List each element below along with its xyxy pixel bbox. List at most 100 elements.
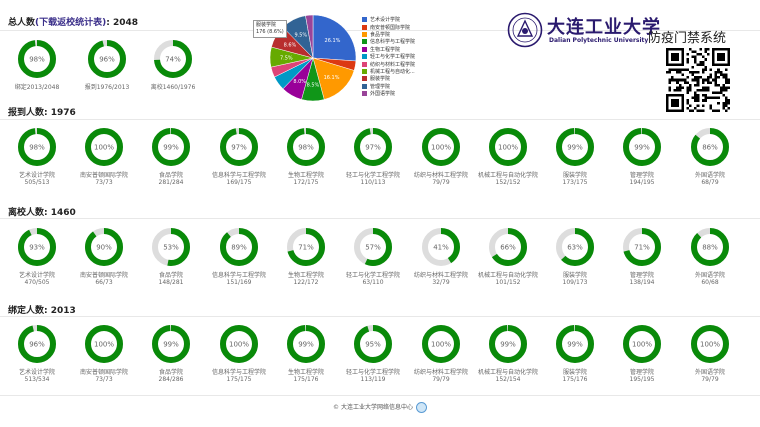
donut-label: 机械工程与自动化学院 bbox=[477, 369, 538, 376]
college-donut-bind: 95% 轻工与化学工程学院 113/119 bbox=[340, 322, 406, 383]
donut-label: 生物工程学院 bbox=[287, 172, 324, 179]
donut-percent: 99% bbox=[163, 144, 179, 152]
donut-arc bbox=[85, 325, 123, 363]
download-return-stats-link[interactable]: (下载返校统计表) bbox=[35, 18, 107, 28]
donut-label: 服装学院 bbox=[562, 369, 587, 376]
college-donut-bind: 100% 纺织与材料工程学院 79/79 bbox=[408, 322, 474, 383]
leave-title: 离校人数: 1460 bbox=[8, 208, 76, 218]
donut-ratio: 194/195 bbox=[629, 179, 655, 186]
donut-label: 信息科学与工程学院 bbox=[211, 272, 266, 279]
donut-label: 机械工程与自动化学院 bbox=[477, 272, 538, 279]
donut-label: 信息科学与工程学院 bbox=[211, 172, 266, 179]
donut-percent: 99% bbox=[567, 341, 583, 349]
donut-ring: 96% bbox=[88, 40, 126, 78]
donut-percent: 98% bbox=[29, 144, 45, 152]
legend-item[interactable]: 纺织与材料工程学院 bbox=[362, 60, 415, 68]
donut-percent: 71% bbox=[634, 244, 650, 252]
donut-ring: 90% bbox=[85, 228, 123, 266]
donut-percent: 100% bbox=[498, 144, 518, 152]
divider bbox=[0, 218, 760, 219]
college-donut-report: 99% 食品学院 281/284 bbox=[138, 125, 204, 186]
donut-label: 外国语学院 bbox=[694, 272, 725, 279]
donut-ratio: 175/176 bbox=[293, 376, 319, 383]
donut-ratio: 169/175 bbox=[226, 179, 252, 186]
donut-ring: 95% bbox=[354, 325, 392, 363]
donut-ring: 86% bbox=[691, 128, 729, 166]
donut-arc bbox=[556, 128, 594, 166]
donut-percent: 63% bbox=[567, 244, 583, 252]
legend-item[interactable]: 管理学院 bbox=[362, 83, 415, 90]
donut-label: 食品学院 bbox=[158, 369, 183, 376]
donut-ratio: 281/284 bbox=[158, 179, 184, 186]
donut-ratio: 505/513 bbox=[24, 179, 50, 186]
donut-percent: 100% bbox=[431, 341, 451, 349]
donut-label: 轻工与化学工程学院 bbox=[345, 272, 400, 279]
total-label: 总人数 bbox=[8, 18, 36, 28]
bind-title: 绑定人数: 2013 bbox=[8, 306, 76, 316]
donut-arc bbox=[287, 128, 325, 166]
donut-ring: 100% bbox=[422, 325, 460, 363]
pie-slice[interactable] bbox=[312, 14, 357, 62]
donut-ring: 53% bbox=[152, 228, 190, 266]
college-donut-report: 100% 南安普顿国际学院 73/73 bbox=[71, 125, 137, 186]
legend-item[interactable]: 服装学院 bbox=[362, 75, 415, 82]
college-donut-report: 100% 机械工程与自动化学院 152/152 bbox=[475, 125, 541, 186]
pie-slice[interactable] bbox=[305, 14, 314, 59]
donut-arc bbox=[489, 325, 527, 363]
donut-label: 南安普顿国际学院 bbox=[79, 272, 128, 279]
college-donut-report: 97% 轻工与化学工程学院 110/113 bbox=[340, 125, 406, 186]
leave-value: 1460 bbox=[50, 208, 76, 218]
donut-ratio: 152/154 bbox=[495, 376, 521, 383]
legend-item[interactable]: 机械工程与自动化... bbox=[362, 68, 415, 75]
college-donut-bind: 99% 生物工程学院 175/176 bbox=[273, 322, 339, 383]
donut-ring: 99% bbox=[152, 128, 190, 166]
legend-swatch bbox=[362, 83, 367, 89]
donut-label: 管理学院 bbox=[629, 369, 654, 376]
legend-item[interactable]: 艺术设计学院 bbox=[362, 16, 415, 23]
legend-item[interactable]: 南安普顿国际学院 bbox=[362, 23, 415, 31]
donut-ring: 74% bbox=[154, 40, 192, 78]
legend-item[interactable]: 信息科学与工程学院 bbox=[362, 38, 415, 45]
legend-label: 服装学院 bbox=[370, 76, 391, 83]
donut-ring: 100% bbox=[220, 325, 258, 363]
donut-label: 南安普顿国际学院 bbox=[79, 172, 128, 179]
pie-slice-label: 8.0% bbox=[293, 79, 306, 85]
donut-ring: 100% bbox=[489, 128, 527, 166]
legend-item[interactable]: 食品学院 bbox=[362, 31, 415, 38]
college-donut-report: 98% 生物工程学院 172/175 bbox=[273, 125, 339, 186]
donut-ratio: 60/68 bbox=[701, 279, 719, 286]
donut-percent: 99% bbox=[163, 341, 179, 349]
donut-label: 服装学院 bbox=[562, 172, 587, 179]
legend-swatch bbox=[362, 24, 367, 30]
system-title: 防疫门禁系统 bbox=[648, 31, 727, 46]
pie-slice-label: 7.5% bbox=[280, 55, 293, 61]
college-donut-leave: 71% 管理学院 138/194 bbox=[609, 225, 675, 286]
donut-percent: 41% bbox=[433, 244, 449, 252]
donut-label: 外国语学院 bbox=[694, 369, 725, 376]
donut-ring: 71% bbox=[287, 228, 325, 266]
summary-donut: 98% 绑定2013/2048 bbox=[4, 37, 70, 91]
legend-swatch bbox=[362, 54, 367, 60]
donut-arc bbox=[152, 325, 190, 363]
donut-arc bbox=[422, 128, 460, 166]
legend-item[interactable]: 轻工与化学工程学院 bbox=[362, 53, 415, 60]
donut-ring: 100% bbox=[422, 128, 460, 166]
donut-ratio: 32/79 bbox=[432, 279, 450, 286]
legend-swatch bbox=[362, 46, 367, 52]
legend-item[interactable]: 生物工程学院 bbox=[362, 46, 415, 53]
legend-item[interactable]: 外国语学院 bbox=[362, 90, 415, 97]
donut-percent: 97% bbox=[231, 144, 247, 152]
donut-ratio: 151/169 bbox=[226, 279, 252, 286]
donut-ring: 99% bbox=[556, 128, 594, 166]
donut-ratio: 63/110 bbox=[362, 279, 384, 286]
donut-ring: 100% bbox=[623, 325, 661, 363]
donut-ring: 97% bbox=[220, 128, 258, 166]
pie-slice-label: 8.6% bbox=[284, 43, 297, 49]
pie-legend: 艺术设计学院 南安普顿国际学院 食品学院 信息科学与工程学院 生物工程学院 轻工与化学工程… bbox=[362, 16, 415, 97]
college-donut-leave: 57% 轻工与化学工程学院 63/110 bbox=[340, 225, 406, 286]
donut-percent: 99% bbox=[298, 341, 314, 349]
donut-label: 艺术设计学院 bbox=[18, 172, 55, 179]
divider bbox=[0, 30, 760, 31]
summary-donut: 74% 离校1460/1976 bbox=[140, 37, 206, 91]
donut-label: 食品学院 bbox=[158, 272, 183, 279]
